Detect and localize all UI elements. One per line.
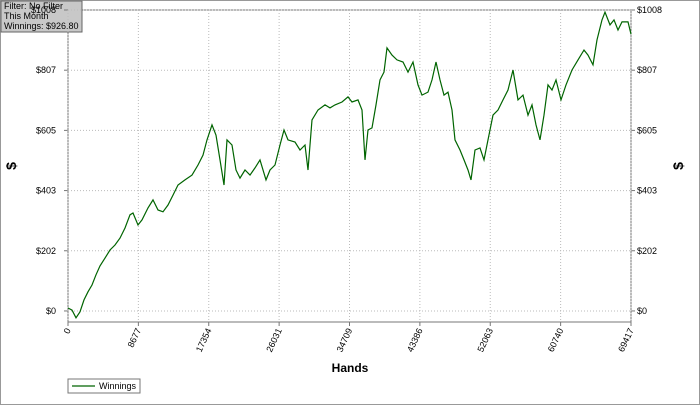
y2-axis-title: $ [670,162,686,170]
y2-tick-label: $202 [637,246,657,256]
y-axis-title: $ [3,162,19,170]
y2-tick-label: $1008 [637,5,662,15]
y2-tick-label: $403 [637,186,657,196]
y2-tick-label: $0 [637,306,647,316]
info-line: Winnings: $926.80 [4,21,79,31]
x-axis-title: Hands [332,361,369,375]
y-tick-label: $0 [46,306,56,316]
y-tick-label: $202 [36,246,56,256]
legend [67,378,141,394]
info-line: This Month [4,11,49,21]
y-tick-label: $807 [36,65,56,75]
legend-label: Winnings [99,381,137,391]
y2-tick-label: $605 [637,125,657,135]
x-tick-label: 0 [62,327,73,336]
y2-tick-label: $807 [637,65,657,75]
line-series [67,10,632,319]
y-tick-label: $605 [36,125,56,135]
y-tick-label: $403 [36,186,56,196]
y-tick-label: $1008 [31,5,56,15]
info-line: Filter: No Filter [4,1,63,11]
